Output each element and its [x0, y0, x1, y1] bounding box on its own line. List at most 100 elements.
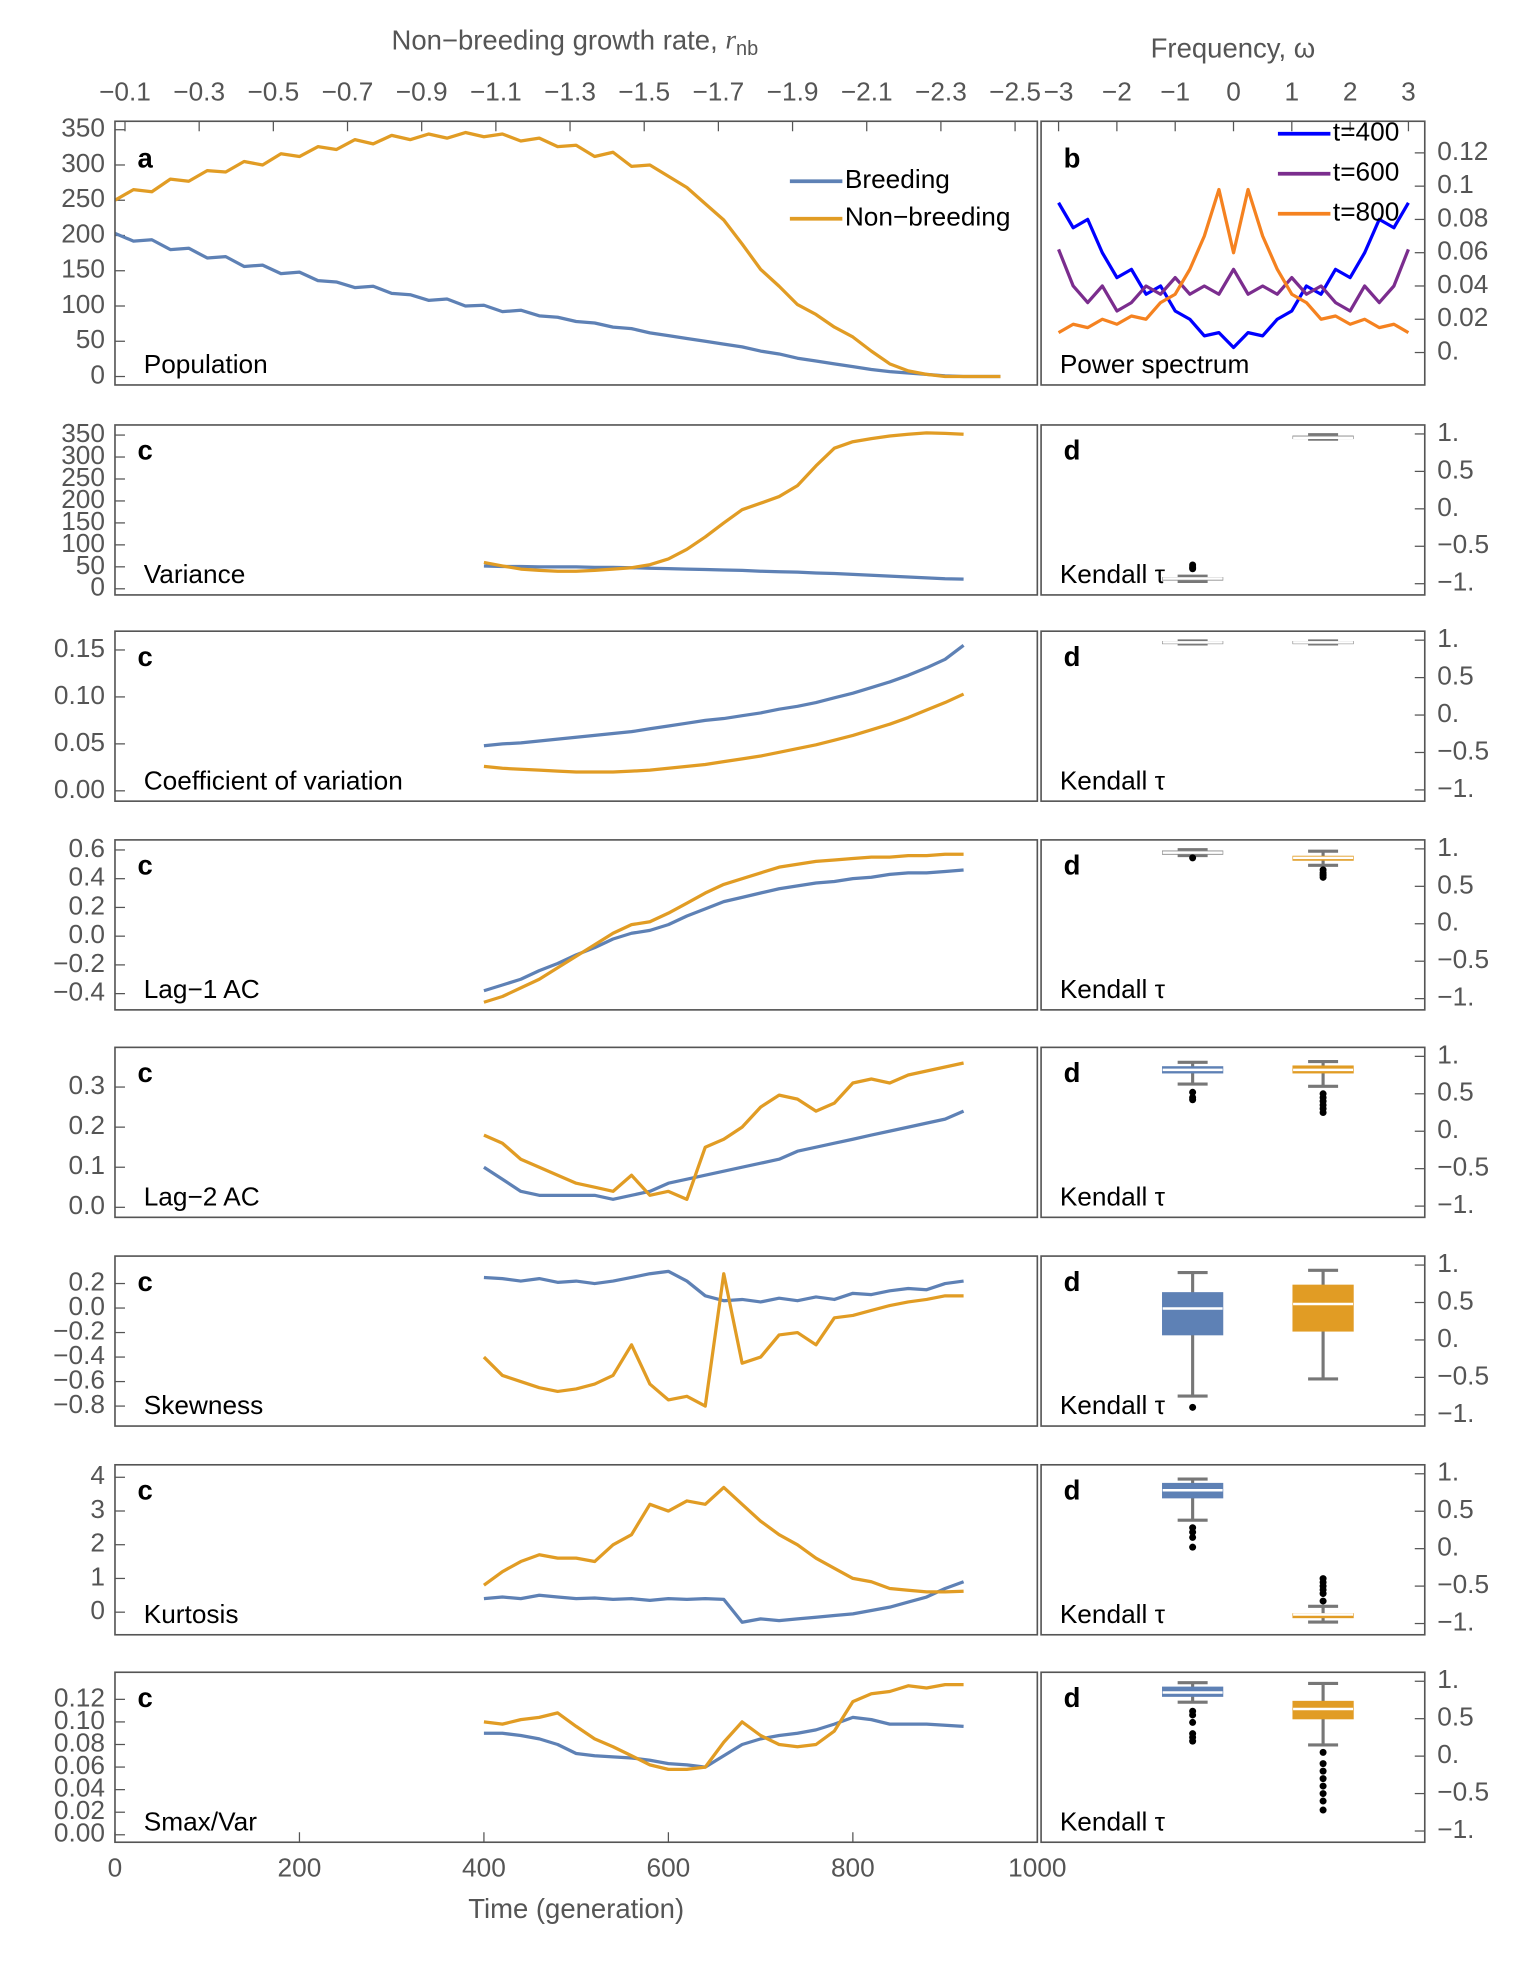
outlier: [1319, 1806, 1327, 1814]
series-line: [483, 431, 964, 573]
y-tick-label: 0.10: [54, 680, 105, 710]
outlier: [1319, 1748, 1327, 1756]
y-tick-label: 0.12: [54, 1682, 105, 1712]
y-tick-label: 0.04: [1437, 269, 1488, 299]
y-tick-label: 350: [61, 418, 105, 448]
x-tick-label: −3: [1044, 77, 1074, 107]
y-tick-label: 300: [61, 148, 105, 178]
y-tick-label: 2: [90, 1528, 105, 1558]
series-line: [1057, 187, 1410, 335]
x-tick-label: −2: [1102, 77, 1132, 107]
series-line: [483, 564, 964, 581]
y-tick-label: 0.5: [1437, 1494, 1473, 1524]
panel-label: Lag−1 AC: [144, 974, 260, 1004]
outlier: [1319, 1760, 1327, 1768]
x-tick-label: 1000: [1008, 1853, 1066, 1883]
y-tick-label: 0.: [1437, 492, 1459, 522]
y-tick-label: 1: [90, 1561, 105, 1591]
y-tick-label: 50: [76, 324, 105, 354]
y-tick-label: 0.04: [54, 1773, 105, 1803]
y-tick-label: 1.: [1437, 1248, 1459, 1278]
series-line: [483, 1715, 964, 1769]
y-tick-label: 0.0: [68, 1190, 104, 1220]
legend-label: Breeding: [845, 164, 950, 194]
panel-frame: [114, 120, 1039, 386]
panel-frame: [1040, 1046, 1426, 1219]
x-tick-label: 3: [1401, 77, 1416, 107]
y-tick-label: 1.: [1437, 1664, 1459, 1694]
y-tick-label: 0.02: [1437, 302, 1488, 332]
panel-label: Power spectrum: [1060, 349, 1250, 379]
top-x-tick-label: −0.5: [247, 77, 299, 107]
y-tick-label: 0.12: [1437, 136, 1488, 166]
outlier: [1319, 873, 1327, 881]
panel-letter: d: [1064, 1682, 1081, 1713]
y-tick-label: 0.: [1437, 1114, 1459, 1144]
panel-frame: [1040, 1671, 1426, 1844]
y-tick-label: 0.5: [1437, 661, 1473, 691]
y-tick-label: −0.4: [53, 977, 105, 1007]
x-tick-label: 0: [108, 1853, 123, 1883]
x-tick-label: 1: [1285, 77, 1300, 107]
panel-label: Coefficient of variation: [144, 765, 403, 795]
panel-frame: [114, 1046, 1039, 1219]
x-tick-label: −1: [1160, 77, 1190, 107]
y-tick-label: −0.2: [53, 1315, 105, 1345]
panel-background: [1041, 1464, 1425, 1635]
outlier: [1189, 1711, 1197, 1719]
top-axis-label-text: Non−breeding growth rate,: [392, 25, 726, 56]
panel-background: [114, 121, 1038, 385]
series-line: [1057, 201, 1410, 350]
legend-label: t=800: [1333, 197, 1399, 227]
top-x-tick-label: −2.1: [841, 77, 893, 107]
y-tick-label: 0.6: [68, 833, 104, 863]
panel-label: Kendall τ: [1060, 1806, 1166, 1836]
y-tick-label: 1.: [1437, 1457, 1459, 1487]
panel-background: [1041, 1672, 1425, 1843]
y-tick-label: 0.08: [1437, 202, 1488, 232]
outlier: [1189, 1737, 1197, 1745]
y-tick-label: 50: [76, 550, 105, 580]
y-tick-label: −0.8: [53, 1389, 105, 1419]
y-tick-label: 1.: [1437, 1039, 1459, 1069]
panel-letter: b: [1064, 142, 1081, 173]
y-tick-label: −1.: [1437, 1606, 1474, 1636]
outlier: [1319, 1797, 1327, 1805]
series-line: [114, 130, 1001, 379]
y-tick-label: 150: [61, 506, 105, 536]
panel-label: Kurtosis: [144, 1599, 239, 1629]
y-tick-label: 0.4: [68, 862, 104, 892]
y-tick-label: 0.1: [1437, 169, 1473, 199]
y-tick-label: −1.: [1437, 982, 1474, 1012]
panel-frame: [1040, 839, 1426, 1011]
y-tick-label: −0.5: [1437, 1152, 1489, 1182]
series-line: [483, 644, 965, 748]
panel-frame: [114, 839, 1039, 1011]
y-tick-label: 0.: [1437, 698, 1459, 728]
panel-letter: d: [1064, 1057, 1081, 1088]
outlier: [1189, 1088, 1197, 1096]
y-tick-label: 250: [61, 183, 105, 213]
y-tick-label: 0.2: [68, 1110, 104, 1140]
outlier: [1189, 854, 1197, 862]
series-line: [483, 692, 965, 774]
panel-letter: d: [1064, 1475, 1081, 1506]
top-axis-label: Non−breeding growth rate, rnb: [392, 25, 759, 61]
top-x-tick-label: −0.3: [173, 77, 225, 107]
y-tick-label: 1.: [1437, 623, 1459, 653]
panel-letter: c: [137, 1057, 152, 1088]
panel-letter: d: [1064, 1266, 1081, 1297]
panel-letter: d: [1064, 850, 1081, 881]
top-x-tick-label: −0.7: [322, 77, 374, 107]
panel-letter: c: [137, 850, 152, 881]
top-axis-subscript: nb: [736, 38, 758, 60]
y-tick-label: 0.5: [1437, 1285, 1473, 1315]
y-tick-label: 0.2: [68, 890, 104, 920]
series-line: [483, 1109, 965, 1201]
panel-background: [114, 839, 1038, 1010]
panel-background: [1041, 1256, 1425, 1427]
y-tick-label: −0.2: [53, 948, 105, 978]
y-tick-label: 100: [61, 289, 105, 319]
series-line: [482, 1272, 964, 1408]
outlier: [1319, 1597, 1327, 1605]
